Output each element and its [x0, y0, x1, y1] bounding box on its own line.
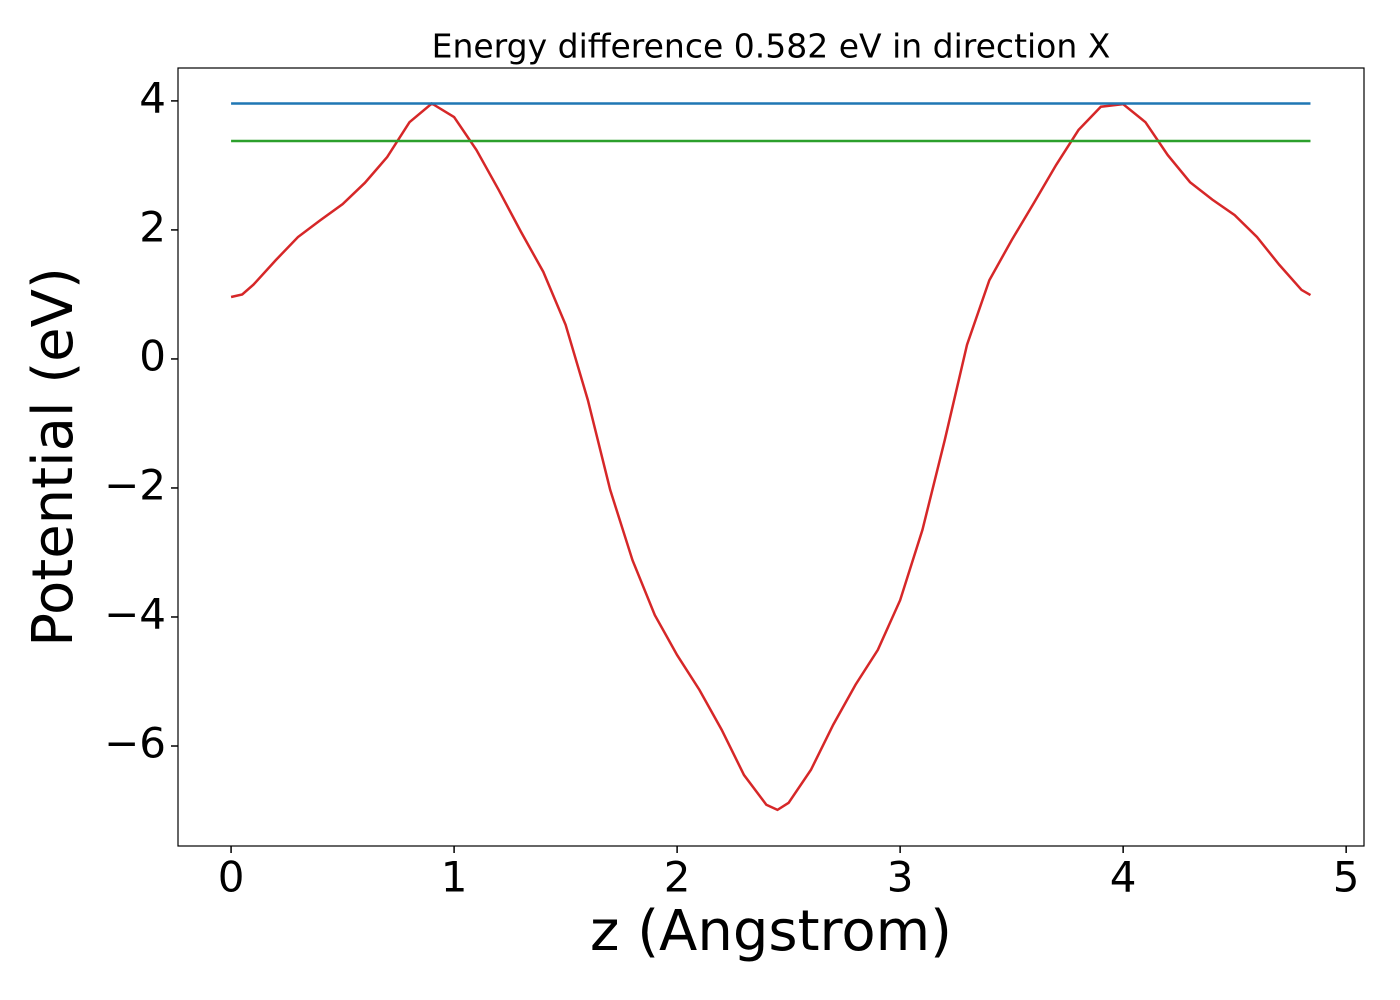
x-tick-label: 0 — [218, 853, 245, 902]
x-tick-label: 3 — [887, 853, 914, 902]
x-tick-label: 2 — [664, 853, 691, 902]
x-axis-label: z (Angstrom) — [590, 899, 952, 964]
x-tick-label: 5 — [1333, 853, 1360, 902]
y-tick-label: −6 — [104, 719, 166, 768]
x-tick-label: 1 — [441, 853, 468, 902]
x-tick-label: 4 — [1110, 853, 1137, 902]
line-series — [230, 101, 1312, 812]
y-tick-label: −4 — [104, 589, 166, 638]
y-axis-label: Potential (eV) — [21, 267, 86, 647]
y-tick-label: −2 — [104, 460, 166, 509]
chart-title: Energy difference 0.582 eV in direction … — [432, 27, 1111, 66]
y-tick-label: 0 — [139, 331, 166, 380]
plot-frame — [177, 67, 1365, 847]
y-tick-label: 4 — [139, 73, 166, 122]
y-tick-label: 2 — [139, 202, 166, 251]
